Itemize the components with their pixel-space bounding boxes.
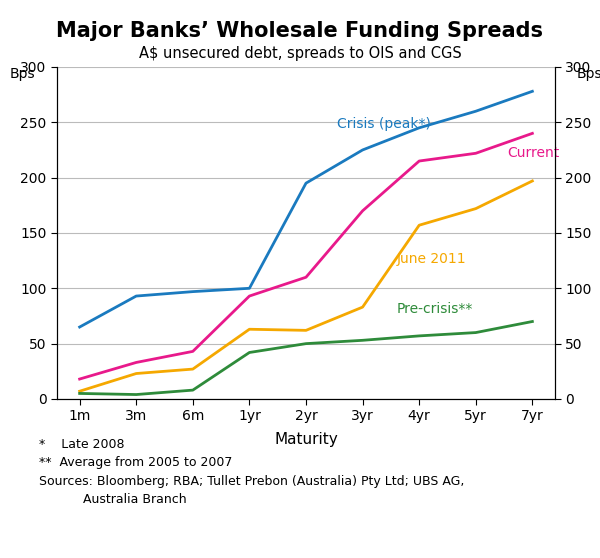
Text: A$ unsecured debt, spreads to OIS and CGS: A$ unsecured debt, spreads to OIS and CG… (139, 46, 461, 61)
Text: Crisis (peak*): Crisis (peak*) (337, 117, 431, 131)
Text: Bps: Bps (577, 67, 600, 81)
Text: Current: Current (507, 146, 559, 160)
Text: Bps: Bps (10, 67, 35, 81)
Text: Sources: Bloomberg; RBA; Tullet Prebon (Australia) Pty Ltd; UBS AG,: Sources: Bloomberg; RBA; Tullet Prebon (… (39, 475, 464, 488)
Text: Australia Branch: Australia Branch (39, 493, 187, 506)
Text: *    Late 2008: * Late 2008 (39, 438, 125, 451)
Text: June 2011: June 2011 (397, 252, 466, 266)
Text: Pre-crisis**: Pre-crisis** (397, 302, 473, 316)
Text: Major Banks’ Wholesale Funding Spreads: Major Banks’ Wholesale Funding Spreads (56, 21, 544, 41)
Text: **  Average from 2005 to 2007: ** Average from 2005 to 2007 (39, 456, 232, 469)
X-axis label: Maturity: Maturity (274, 432, 338, 447)
